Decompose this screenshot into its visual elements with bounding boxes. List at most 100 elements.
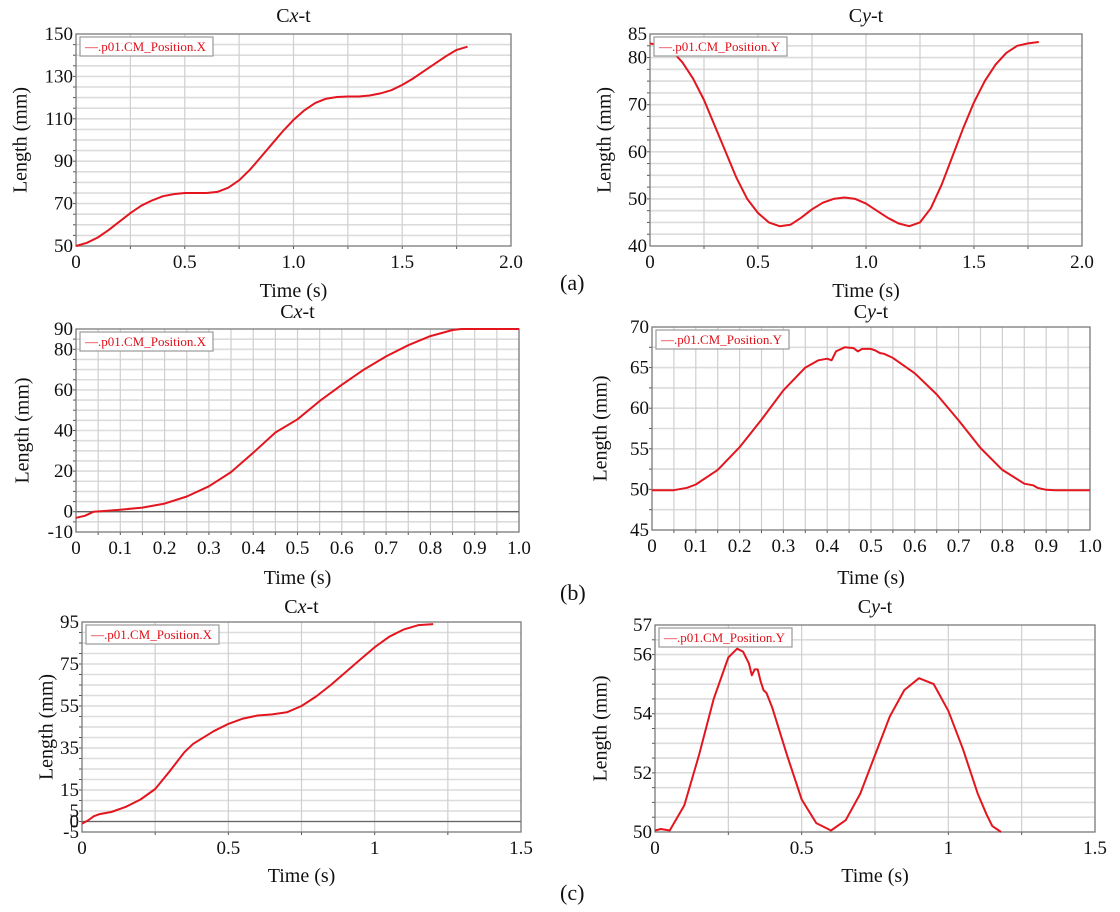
y-tick-label: 50 xyxy=(54,236,73,257)
title-suffix: -t xyxy=(299,5,312,27)
y-axis-label: Length (mm) xyxy=(594,87,616,193)
x-tick-label: 0.4 xyxy=(815,536,839,557)
title-suffix: -t xyxy=(871,5,884,27)
y-tick-label: 65 xyxy=(630,358,649,379)
x-tick-label: 0.5 xyxy=(746,252,770,273)
x-axis-label: Time (s) xyxy=(268,865,336,887)
series-line-b-cy xyxy=(652,346,1090,492)
title-variable: y xyxy=(869,596,880,618)
x-tick-label: 0.6 xyxy=(330,538,354,559)
x-tick-label: 0.5 xyxy=(859,536,883,557)
legend: —.p01.CM_Position.Y xyxy=(655,329,790,350)
chart-title: Cy-t xyxy=(858,596,893,618)
series-line-b-cx xyxy=(75,328,519,519)
title-suffix: -t xyxy=(307,596,320,618)
plot-frame xyxy=(649,33,1083,247)
title-suffix: -t xyxy=(876,301,889,323)
legend-box xyxy=(653,36,788,57)
legend-box xyxy=(79,36,214,57)
series-line-c-cy xyxy=(654,647,1002,833)
title-prefix: C xyxy=(280,301,293,323)
x-tick-label: 0.5 xyxy=(216,838,240,859)
x-tick-label: 0.5 xyxy=(286,538,310,559)
y-tick-label: 110 xyxy=(45,109,73,130)
y-tick-label: 150 xyxy=(45,24,74,45)
chart-title: Cy-t xyxy=(849,5,884,27)
y-tick-label: 60 xyxy=(628,142,647,163)
legend-label: —.p01.CM_Position.X xyxy=(84,334,207,349)
x-tick-label: 1.0 xyxy=(282,252,306,273)
title-suffix: -t xyxy=(303,301,316,323)
y-tick-label: 20 xyxy=(54,461,73,482)
x-tick-label: 0.1 xyxy=(108,538,132,559)
plot-frame xyxy=(75,328,520,533)
y-tick-label: 40 xyxy=(54,421,73,442)
panel-label-b: (b) xyxy=(560,580,586,605)
x-tick-label: 2.0 xyxy=(1070,252,1094,273)
x-tick-label: 0 xyxy=(71,252,81,273)
chart-a-cx: 0 0.5 1.0 1.5 2.0 50 70 90 110 130 150 Cx-t Time (s)… xyxy=(10,5,523,302)
x-tick-label: 0.6 xyxy=(903,536,927,557)
x-tick-label: 0 xyxy=(77,838,87,859)
series-line-c-cx xyxy=(81,623,434,825)
title-variable: x xyxy=(297,596,307,618)
legend: —.p01.CM_Position.X xyxy=(79,331,214,352)
x-axis-label: Time (s) xyxy=(832,280,900,302)
x-tick-label: 1 xyxy=(944,838,954,859)
y-tick-label: 55 xyxy=(60,696,79,717)
title-prefix: C xyxy=(276,5,289,27)
chart-title: Cx-t xyxy=(276,5,311,27)
title-prefix: C xyxy=(854,301,867,323)
y-tick-label: 60 xyxy=(54,380,73,401)
x-tick-label: 0.5 xyxy=(790,838,814,859)
y-tick-label: 90 xyxy=(54,319,73,340)
y-tick-label: 15 xyxy=(60,780,79,801)
plot-frame xyxy=(654,624,1096,833)
y-axis-label: Length (mm) xyxy=(36,674,58,780)
x-tick-label: 0.2 xyxy=(728,536,752,557)
y-tick-label: 45 xyxy=(630,520,649,541)
y-tick-label: 55 xyxy=(630,439,649,460)
x-tick-label: 0 xyxy=(650,838,660,859)
plot-frame xyxy=(75,33,512,247)
legend-label: —.p01.CM_Position.Y xyxy=(663,630,786,645)
x-tick-label: 0.4 xyxy=(241,538,265,559)
legend: —.p01.CM_Position.Y xyxy=(658,627,793,648)
x-tick-label: 1.5 xyxy=(1083,838,1107,859)
series-line-a-cy xyxy=(649,41,1039,228)
legend: —.p01.CM_Position.X xyxy=(79,36,214,57)
y-tick-label: 52 xyxy=(633,763,652,784)
panel-label-a: (a) xyxy=(560,270,584,295)
y-tick-label: 54 xyxy=(633,704,653,725)
series-line-a-cx xyxy=(75,45,468,247)
y-tick-label: 50 xyxy=(628,189,647,210)
legend-box xyxy=(85,624,220,645)
y-tick-label: 130 xyxy=(45,66,74,87)
legend-label: —.p01.CM_Position.Y xyxy=(658,39,781,54)
y-tick-label: 0 xyxy=(64,502,74,523)
x-tick-label: 0.2 xyxy=(153,538,177,559)
chart-a-cy: 0 0.5 1.0 1.5 2.0 40 50 60 70 80 85 Cy-t Time (s) Len… xyxy=(594,5,1094,302)
chart-title: Cx-t xyxy=(280,301,315,323)
y-tick-label: 80 xyxy=(628,48,647,69)
y-tick-label: 80 xyxy=(54,339,73,360)
x-tick-label: 1.0 xyxy=(854,252,878,273)
x-tick-label: 0 xyxy=(647,536,657,557)
y-tick-label: -5 xyxy=(63,822,79,843)
y-tick-label: 95 xyxy=(60,612,79,633)
x-tick-label: 2.0 xyxy=(499,252,523,273)
x-tick-label: 1.0 xyxy=(507,538,531,559)
y-tick-label: -10 xyxy=(48,522,73,543)
y-tick-label: 35 xyxy=(60,738,79,759)
legend: —.p01.CM_Position.X xyxy=(85,624,220,645)
y-tick-label: 50 xyxy=(633,822,652,843)
legend-label: —.p01.CM_Position.X xyxy=(90,627,213,642)
y-tick-label: 5 xyxy=(70,801,80,822)
legend-label: —.p01.CM_Position.X xyxy=(84,39,207,54)
x-axis-label: Time (s) xyxy=(837,567,905,589)
y-axis-label: Length (mm) xyxy=(12,377,34,483)
legend: —.p01.CM_Position.Y xyxy=(653,36,788,57)
x-tick-label: 0.3 xyxy=(197,538,221,559)
x-tick-label: 0.8 xyxy=(419,538,443,559)
